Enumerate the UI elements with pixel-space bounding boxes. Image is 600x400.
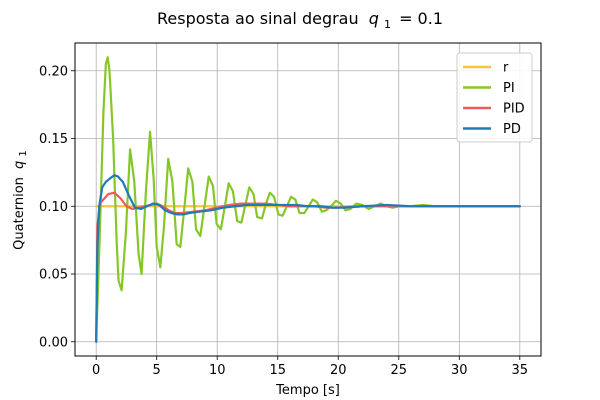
y-tick-label: 0.20 <box>39 64 68 79</box>
series-layer <box>95 56 521 343</box>
x-tick-label: 15 <box>269 363 286 378</box>
chart-title-math-subscript: 1 <box>384 18 391 31</box>
legend: r PI PID PD <box>456 52 533 143</box>
x-axis-label: Tempo [s] <box>275 383 340 398</box>
series-line-pi <box>95 56 521 343</box>
y-axis-label: Quaternion q 1 <box>12 150 29 250</box>
plot-frame <box>74 42 542 357</box>
chart-title-text: Resposta ao sinal degrau <box>157 9 359 28</box>
y-axis-label-math-symbol: q <box>12 161 27 169</box>
x-tick-label: 5 <box>153 363 161 378</box>
chart-title-math-value: = 0.1 <box>399 9 443 28</box>
y-axis-label-text: Quaternion <box>12 177 27 250</box>
y-tick-label: 0.15 <box>39 132 68 147</box>
legend-label-pid: PID <box>503 102 525 117</box>
x-tick-label: 25 <box>391 363 408 378</box>
legend-items: r PI PID PD <box>463 61 525 137</box>
x-tick-label: 30 <box>451 363 468 378</box>
x-tick-label: 35 <box>512 363 529 378</box>
chart-title: Resposta ao sinal degrau q 1 = 0.1 <box>157 9 443 32</box>
y-tick-label: 0.10 <box>39 200 68 215</box>
chart-title-math-symbol: q <box>369 9 379 28</box>
legend-label-pd: PD <box>503 122 521 137</box>
legend-box <box>456 52 533 143</box>
x-tick-label: 10 <box>209 363 226 378</box>
y-axis: 0.00 0.05 0.10 0.15 0.20 <box>39 64 75 350</box>
legend-label-pi: PI <box>503 81 515 96</box>
x-tick-label: 20 <box>330 363 347 378</box>
series-line-pd <box>95 174 521 343</box>
x-axis: 0 5 10 15 20 25 30 35 <box>92 356 528 378</box>
x-tick-label: 0 <box>92 363 100 378</box>
y-axis-label-math-subscript: 1 <box>18 150 29 156</box>
y-tick-label: 0.00 <box>39 335 68 350</box>
y-tick-label: 0.05 <box>39 268 68 283</box>
legend-label-r: r <box>503 61 509 76</box>
